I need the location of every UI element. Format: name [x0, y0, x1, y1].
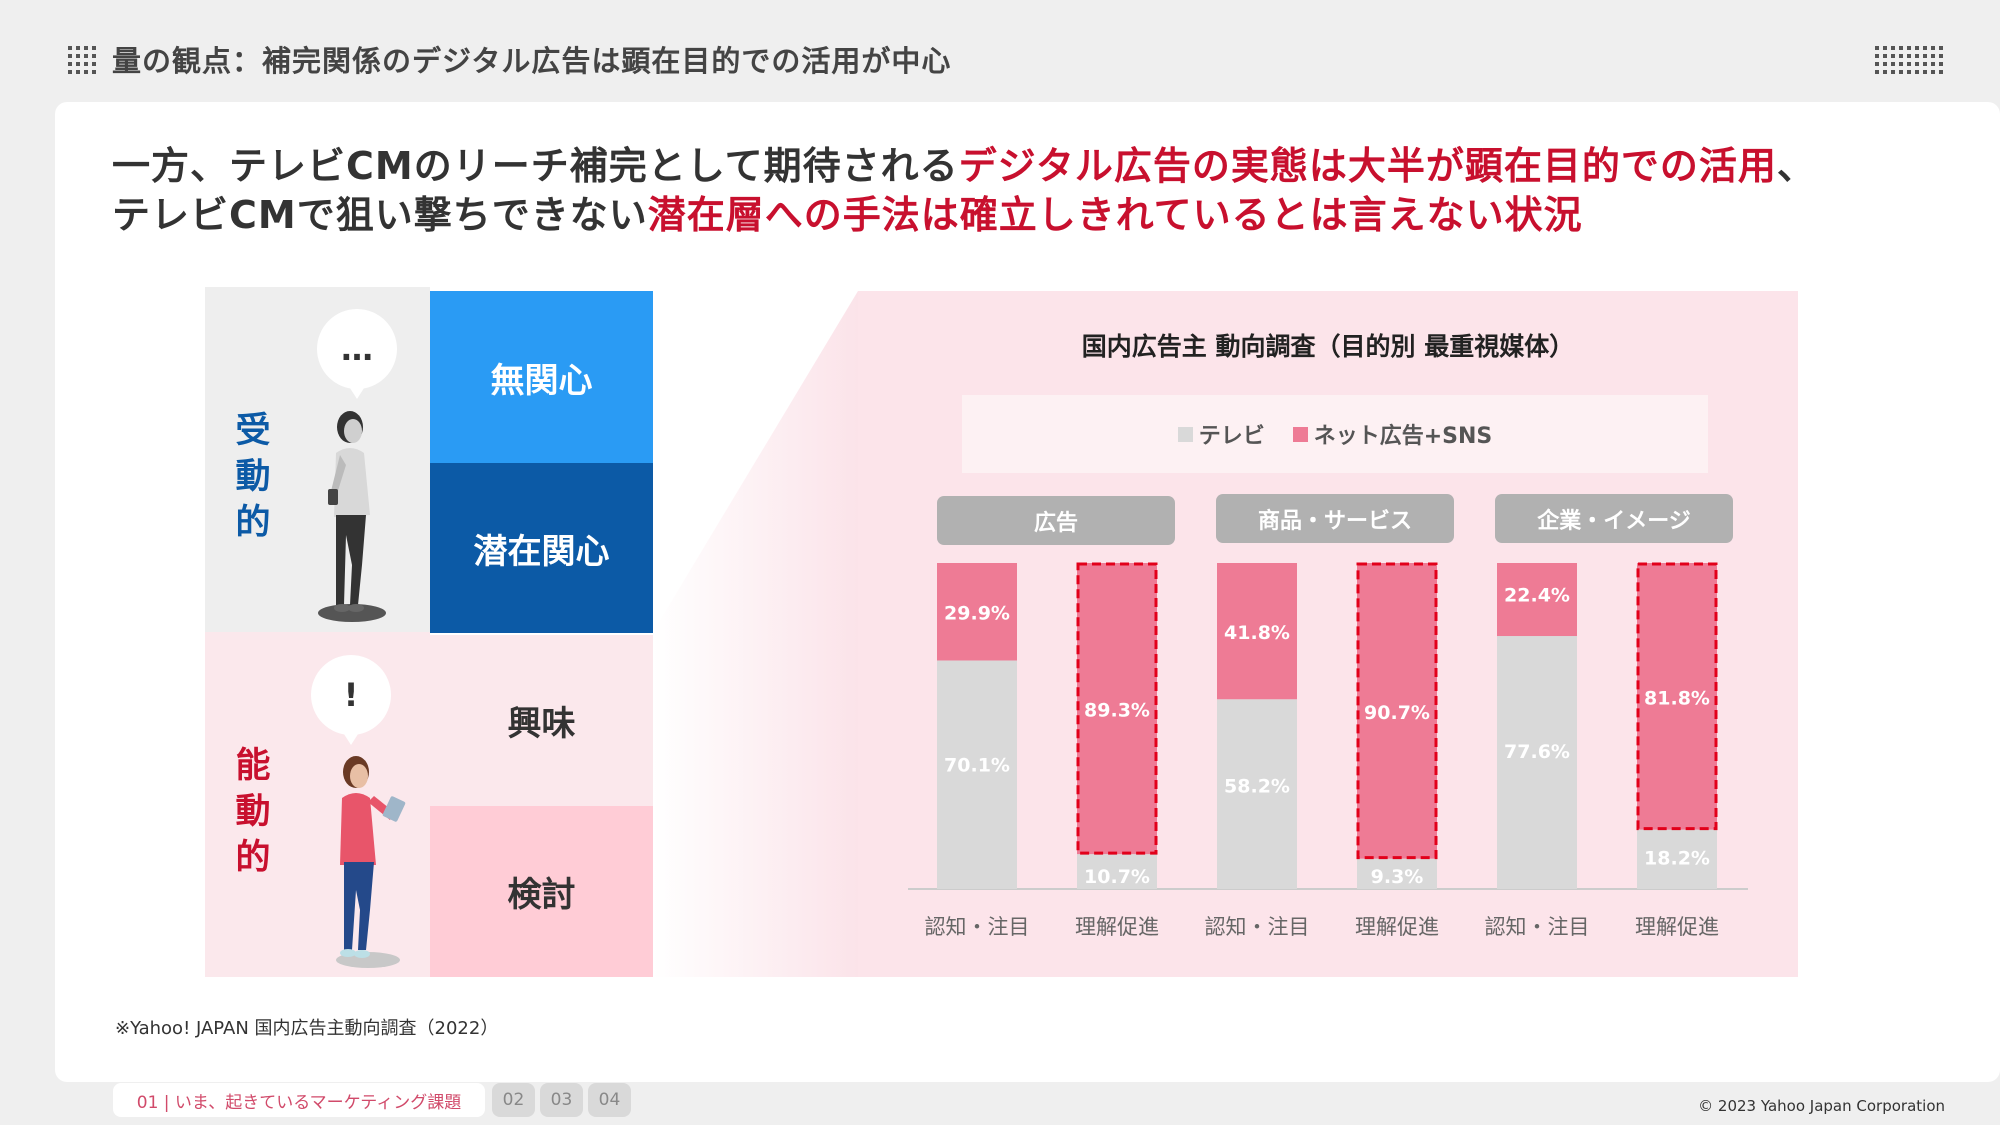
- highlight-frame-1: [1076, 562, 1158, 855]
- zoom-wedge: [653, 291, 858, 977]
- legend-label-tv: テレビ: [1198, 424, 1265, 449]
- bar-net-0: [937, 563, 1017, 661]
- bar-net-4: [1497, 563, 1577, 637]
- headline-line-2-emphasis: 潜在層への手法は確立しきれているとは言えない状況: [647, 193, 1583, 237]
- value-label-net-1: 89.3%: [1084, 700, 1150, 722]
- tab-section-02[interactable]: 02: [492, 1083, 535, 1117]
- legend-label-net: ネット広告+SNS: [1313, 424, 1493, 449]
- legend-swatch-net: [1292, 426, 1308, 442]
- thinking-bubble: …: [317, 309, 397, 389]
- value-label-net-5: 81.8%: [1644, 687, 1710, 709]
- copyright: © 2023 Yahoo Japan Corporation: [1698, 1097, 1945, 1115]
- value-label-tv-2: 58.2%: [1224, 776, 1290, 798]
- category-label-4: 認知・注目: [1485, 915, 1590, 939]
- bar-net-5: [1637, 563, 1717, 830]
- bar-tv-1: [1077, 854, 1157, 889]
- stage-consideration: 検討: [430, 806, 653, 977]
- highlight-frame-5: [1636, 562, 1718, 831]
- bubble-tail: [348, 385, 366, 399]
- stage-unconcerned: 無関心: [430, 291, 653, 463]
- value-label-tv-0: 70.1%: [944, 754, 1010, 776]
- header-dots-icon: [68, 46, 96, 74]
- headline-line-2-plain: テレビCMで狙い撃ちできない: [112, 193, 648, 237]
- value-label-tv-1: 10.7%: [1084, 866, 1150, 888]
- bar-net-1: [1077, 563, 1157, 855]
- bar-tv-3: [1357, 858, 1437, 889]
- headline-line-1-end: 、: [1776, 144, 1816, 188]
- bubble-tail: [342, 731, 360, 745]
- category-label-3: 理解促進: [1355, 915, 1439, 939]
- bar-net-2: [1217, 563, 1297, 700]
- passive-person-icon: [318, 411, 386, 622]
- group-header-corporate: 企業・イメージ: [1495, 494, 1733, 543]
- highlight-frame-3: [1356, 562, 1438, 860]
- bar-tv-5: [1637, 829, 1717, 889]
- headline-line-2: テレビCMで狙い撃ちできない潜在層への手法は確立しきれているとは言えない状況: [112, 184, 1583, 239]
- passive-label: 受動的: [235, 411, 271, 543]
- category-label-1: 理解促進: [1075, 915, 1159, 939]
- value-label-net-2: 41.8%: [1224, 622, 1290, 644]
- stage-latent-interest: 潜在関心: [430, 463, 653, 633]
- active-label: 能動的: [235, 746, 271, 878]
- tab-section-04[interactable]: 04: [588, 1083, 631, 1117]
- headline-line-1-plain: 一方、テレビCMのリーチ補完として期待される: [112, 144, 959, 188]
- value-label-net-3: 90.7%: [1364, 702, 1430, 724]
- headline-line-1-emphasis: デジタル広告の実態は大半が顕在目的での活用: [958, 144, 1777, 188]
- group-header-products: 商品・サービス: [1216, 494, 1454, 543]
- legend-item-net: ネット広告+SNS: [1292, 418, 1493, 450]
- footnote: ※Yahoo! JAPAN 国内広告主動向調査（2022）: [115, 1018, 499, 1039]
- value-label-tv-4: 77.6%: [1504, 741, 1570, 763]
- value-label-tv-5: 18.2%: [1644, 847, 1710, 869]
- category-label-2: 認知・注目: [1205, 915, 1310, 939]
- bar-net-3: [1357, 563, 1437, 859]
- stage-interest: 興味: [430, 635, 653, 806]
- category-label-5: 理解促進: [1635, 915, 1719, 939]
- value-label-tv-3: 9.3%: [1371, 866, 1424, 888]
- group-header-ads: 広告: [937, 496, 1175, 545]
- headline-line-1: 一方、テレビCMのリーチ補完として期待されるデジタル広告の実態は大半が顕在目的で…: [112, 135, 1816, 190]
- tab-section-03[interactable]: 03: [540, 1083, 583, 1117]
- page-title: 量の観点：補完関係のデジタル広告は顕在目的での活用が中心: [112, 44, 952, 78]
- value-label-net-4: 22.4%: [1504, 585, 1570, 607]
- legend-item-tv: テレビ: [1177, 418, 1265, 450]
- active-person-icon: [336, 756, 406, 968]
- legend-box: [962, 395, 1708, 473]
- menu-grid-icon[interactable]: [1875, 46, 1943, 74]
- legend: テレビ ネット広告+SNS: [962, 395, 1708, 473]
- tab-section-01[interactable]: 01 | いま、起きているマーケティング課題: [113, 1083, 485, 1117]
- chart-title: 国内広告主 動向調査（目的別 最重視媒体）: [1081, 332, 1575, 361]
- category-label-0: 認知・注目: [925, 915, 1030, 939]
- bar-tv-4: [1497, 636, 1577, 889]
- bar-tv-0: [937, 660, 1017, 889]
- value-label-net-0: 29.9%: [944, 603, 1010, 625]
- exclaim-bubble: !: [311, 655, 391, 735]
- legend-swatch-tv: [1177, 426, 1193, 442]
- bar-tv-2: [1217, 699, 1297, 889]
